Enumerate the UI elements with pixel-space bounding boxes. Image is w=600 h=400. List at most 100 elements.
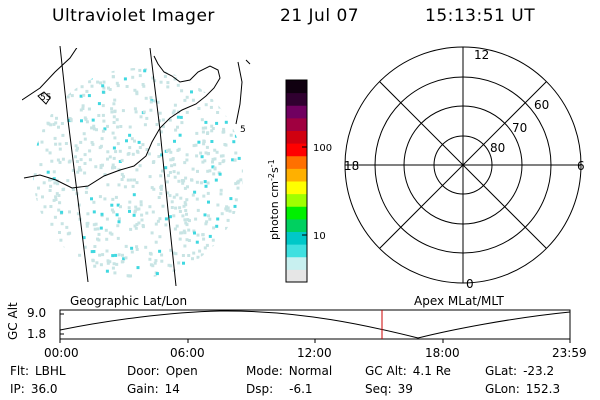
image-pixel	[159, 130, 163, 134]
colorbar-band	[286, 206, 307, 220]
image-pixel	[145, 148, 149, 151]
image-pixel	[200, 253, 204, 257]
image-pixel	[80, 119, 83, 123]
image-pixel	[211, 127, 215, 130]
image-pixel	[215, 281, 218, 284]
image-pixel	[173, 175, 177, 179]
image-pixel	[220, 212, 224, 216]
image-pixel	[225, 89, 228, 93]
image-pixel	[129, 227, 133, 231]
image-pixel	[195, 154, 199, 158]
image-pixel	[33, 173, 37, 177]
image-pixel	[182, 229, 186, 233]
image-pixel	[190, 178, 194, 182]
image-pixel	[153, 275, 157, 278]
image-pixel	[161, 63, 164, 66]
image-pixel	[229, 245, 233, 249]
image-pixel	[112, 146, 116, 150]
image-pixel	[194, 143, 198, 147]
image-pixel	[154, 222, 158, 226]
image-pixel	[101, 104, 105, 108]
image-pixel	[152, 160, 156, 164]
image-pixel	[98, 275, 102, 278]
image-pixel	[31, 64, 34, 67]
image-pixel	[52, 177, 56, 181]
image-pixel	[141, 143, 145, 147]
image-pixel	[239, 245, 243, 249]
image-pixel	[135, 245, 139, 249]
image-pixel	[151, 264, 155, 268]
image-pixel	[205, 269, 209, 273]
image-pixel	[172, 170, 176, 174]
image-pixel	[175, 224, 179, 228]
image-pixel	[33, 176, 34, 179]
image-pixel	[55, 267, 59, 271]
image-pixel	[149, 100, 153, 104]
image-pixel	[113, 98, 117, 102]
image-pixel	[139, 115, 143, 119]
image-pixel	[191, 275, 195, 278]
image-pixel	[248, 236, 251, 239]
image-pixel	[98, 146, 102, 150]
image-pixel	[227, 108, 231, 112]
image-pixel	[49, 270, 52, 274]
image-pixel	[202, 194, 206, 198]
image-pixel	[210, 140, 214, 143]
image-pixel	[77, 261, 81, 265]
image-pixel	[229, 227, 233, 231]
image-pixel	[112, 115, 116, 119]
image-pixel	[110, 208, 114, 212]
image-pixel	[60, 210, 64, 214]
image-pixel	[91, 259, 95, 263]
image-pixel	[116, 84, 120, 88]
image-pixel	[69, 79, 73, 83]
image-pixel	[226, 218, 230, 222]
image-pixel	[208, 169, 212, 173]
image-pixel	[56, 259, 60, 263]
image-pixel	[187, 228, 191, 232]
image-pixel	[71, 69, 75, 73]
gain-value: 14	[164, 382, 180, 396]
image-pixel	[110, 110, 114, 114]
image-pixel	[176, 171, 180, 175]
image-pixel	[198, 249, 202, 253]
image-pixel	[137, 60, 140, 63]
image-pixel	[83, 162, 87, 165]
image-pixel	[200, 155, 204, 159]
image-pixel	[211, 238, 215, 242]
image-pixel	[198, 88, 202, 92]
image-pixel	[59, 277, 63, 278]
image-pixel	[203, 213, 207, 217]
image-pixel	[105, 217, 109, 221]
glon-label: GLon:	[485, 382, 520, 396]
image-pixel	[97, 232, 101, 236]
image-pixel	[206, 191, 210, 195]
image-pixel	[201, 126, 205, 130]
image-pixel	[154, 240, 158, 244]
image-pixel	[129, 178, 133, 182]
image-pixel	[111, 166, 114, 170]
image-pixel	[193, 190, 197, 194]
image-pixel	[159, 185, 163, 189]
image-pixel	[228, 238, 232, 242]
image-pixel	[96, 80, 100, 84]
image-pixel	[121, 253, 124, 257]
image-pixel	[232, 211, 236, 214]
image-pixel	[104, 62, 107, 65]
image-pixel	[178, 133, 182, 137]
image-pixel	[166, 191, 170, 195]
image-pixel	[124, 256, 128, 260]
image-pixel	[42, 257, 46, 261]
image-pixel	[127, 277, 131, 278]
image-pixel	[183, 161, 187, 165]
image-pixel	[191, 167, 195, 171]
image-pixel	[173, 72, 177, 76]
image-pixel	[96, 237, 99, 241]
image-pixel	[233, 72, 237, 76]
image-pixel	[83, 137, 87, 141]
image-pixel	[185, 198, 189, 202]
image-pixel	[105, 269, 109, 273]
image-pixel	[134, 226, 138, 230]
image-pixel	[168, 118, 172, 122]
